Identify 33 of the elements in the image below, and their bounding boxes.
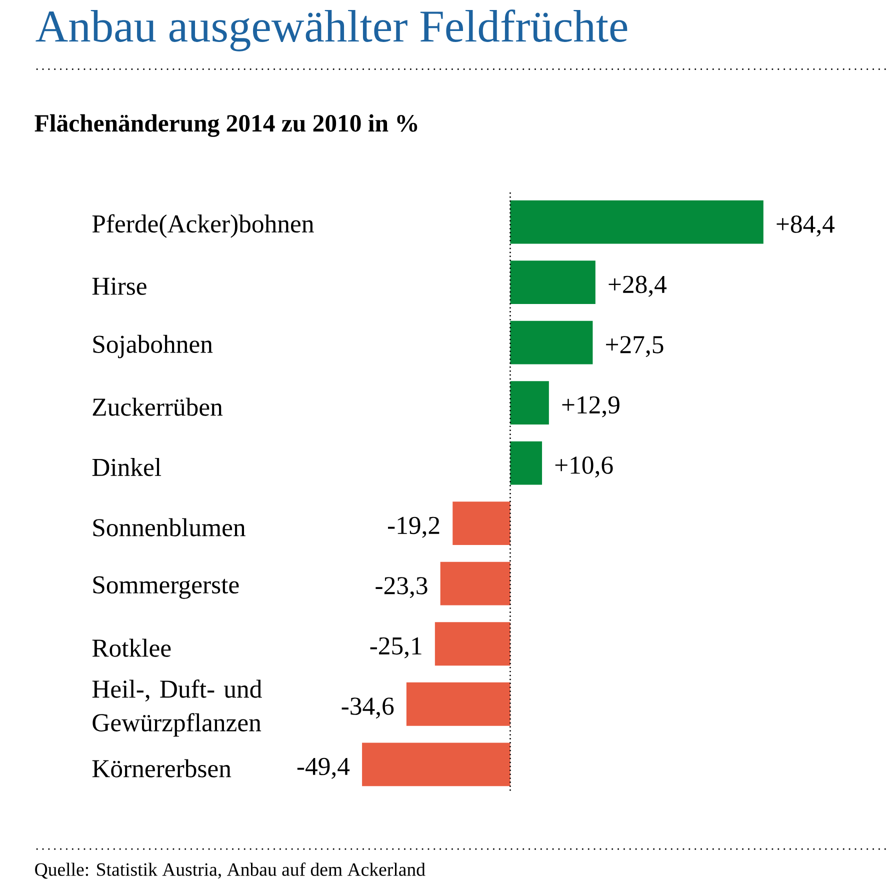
bar: [510, 442, 542, 485]
bar: [440, 562, 510, 606]
data-label: +84,4: [776, 216, 835, 237]
y-tick-label: Dinkel: [92, 458, 162, 476]
bar: [510, 381, 549, 425]
bar: [434, 622, 510, 666]
y-tick-label: Pferde(Acker)bohnen: [92, 214, 314, 238]
bar: [406, 682, 510, 726]
chart-title: Anbau ausgewählter Feldfrüchte: [36, 10, 628, 52]
data-label: +12,9: [562, 396, 620, 418]
data-label: +27,5: [606, 336, 664, 358]
y-tick-label: Heil-, Duft- und Gewürzpflanzen: [92, 680, 262, 737]
bar: [452, 502, 510, 546]
bar: [510, 321, 593, 364]
data-label: -19,2: [388, 517, 440, 538]
bar: [510, 260, 596, 304]
y-tick-label: Körnererbsen: [92, 759, 232, 778]
data-label: -23,3: [376, 577, 428, 598]
data-label: +10,6: [555, 456, 613, 478]
y-tick-label: Zuckerrüben: [92, 398, 223, 416]
y-tick-label: Sommergerste: [93, 576, 239, 600]
data-label: -34,6: [342, 698, 394, 719]
bar: [510, 200, 764, 244]
y-tick-label: Sojabohnen: [93, 335, 213, 358]
data-label: +28,4: [608, 276, 667, 298]
y-tick-label: Sonnenblumen: [93, 518, 246, 537]
chart-subtitle: Flächenänderung 2014 zu 2010 in %: [34, 114, 418, 138]
source-note: Quelle: Statistik Austria, Anbau auf dem Ackerland: [35, 862, 426, 879]
y-tick-label: Hirse: [92, 278, 146, 296]
data-label: -25,1: [370, 638, 422, 658]
bar: [362, 742, 510, 786]
data-label: -49,4: [297, 758, 350, 780]
y-tick-label: Rotklee: [92, 638, 171, 658]
